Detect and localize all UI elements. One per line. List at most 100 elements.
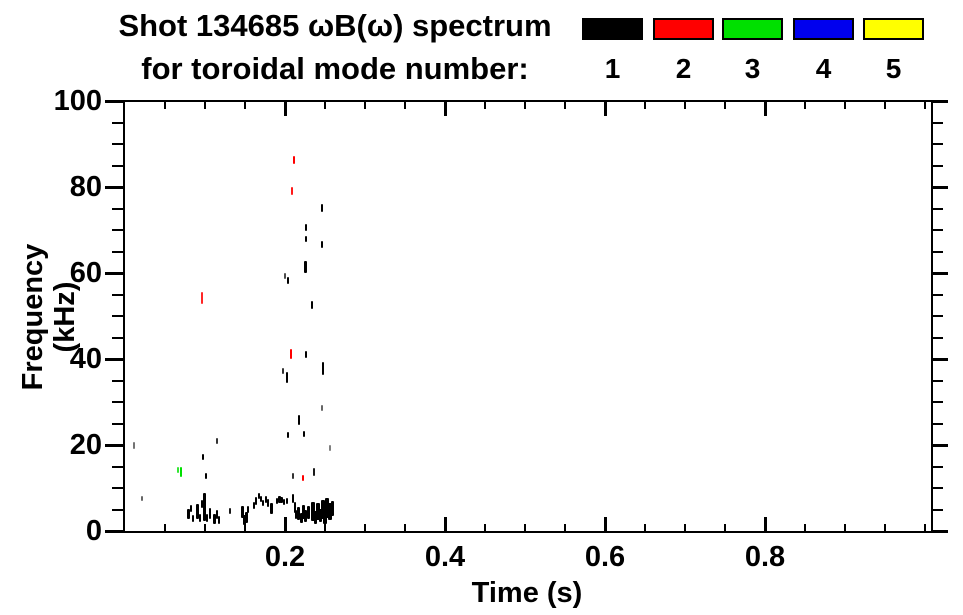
- y-major-tick: [933, 443, 948, 447]
- x-minor-tick: [844, 524, 846, 531]
- x-minor-tick: [244, 524, 246, 531]
- data-point-n=1: [321, 361, 324, 376]
- data-point-n=3: [176, 466, 179, 473]
- x-major-tick: [763, 102, 767, 116]
- y-minor-tick: [933, 401, 943, 403]
- x-minor-tick: [204, 102, 206, 109]
- data-point-n=1: [304, 261, 308, 273]
- data-point-n=1: [267, 498, 270, 507]
- data-point-n=1: [264, 496, 267, 503]
- data-point-n=1: [320, 405, 323, 412]
- data-point-n=1: [206, 513, 209, 523]
- data-point-n=1: [303, 431, 306, 438]
- legend: 1 2 3 4 5: [0, 0, 963, 90]
- x-minor-tick: [404, 102, 406, 109]
- y-minor-tick: [933, 487, 943, 489]
- data-point-n=1: [301, 504, 305, 520]
- x-minor-tick: [564, 102, 566, 109]
- y-minor-tick: [933, 207, 943, 210]
- x-tick-label: 0.8: [744, 541, 786, 573]
- data-point-n=1: [186, 509, 190, 520]
- data-point-n=1: [132, 442, 135, 450]
- y-major-tick: [933, 357, 948, 361]
- legend-swatch-mode-1: [582, 18, 643, 40]
- data-point-n=1: [281, 368, 284, 375]
- data-point-n=1: [252, 501, 255, 509]
- x-major-tick: [443, 517, 447, 531]
- y-minor-tick: [112, 207, 123, 210]
- x-major-tick: [603, 102, 607, 116]
- y-major-tick: [105, 529, 123, 533]
- y-minor-tick: [933, 293, 943, 296]
- y-minor-tick: [112, 315, 123, 317]
- data-point-n=1: [202, 453, 205, 461]
- data-point-n=1: [297, 507, 301, 521]
- x-minor-tick: [644, 102, 646, 109]
- data-point-n=1: [247, 506, 250, 513]
- data-point-n=1: [213, 513, 217, 525]
- data-point-n=1: [260, 496, 262, 502]
- data-point-n=1: [257, 492, 260, 499]
- x-minor-tick: [844, 102, 846, 109]
- y-major-tick: [933, 99, 948, 103]
- data-point-n=2: [292, 156, 295, 165]
- data-point-n=1: [277, 495, 281, 503]
- x-minor-tick: [164, 524, 166, 531]
- y-minor-tick: [933, 465, 943, 468]
- x-major-tick: [283, 102, 287, 116]
- plot-frame: [123, 100, 933, 533]
- data-point-n=1: [311, 502, 315, 522]
- x-minor-tick: [204, 524, 206, 531]
- x-minor-tick: [724, 102, 726, 109]
- data-point-n=1: [255, 497, 258, 505]
- y-major-tick: [105, 443, 123, 447]
- x-minor-tick: [684, 102, 686, 109]
- x-minor-tick: [804, 524, 806, 531]
- x-major-tick: [763, 517, 767, 531]
- data-point-n=1: [320, 204, 323, 212]
- legend-swatch-mode-3: [722, 18, 783, 40]
- y-minor-tick: [933, 229, 943, 231]
- data-point-n=1: [304, 510, 308, 522]
- y-minor-tick: [933, 422, 943, 425]
- y-minor-tick: [933, 164, 943, 167]
- x-minor-tick: [724, 524, 726, 531]
- y-tick-label: 100: [53, 85, 102, 117]
- x-minor-tick: [564, 524, 566, 531]
- data-point-n=1: [298, 414, 301, 426]
- y-major-tick: [933, 185, 948, 189]
- data-point-n=1: [216, 438, 218, 445]
- x-tick-label: 0.6: [584, 541, 626, 573]
- x-minor-tick: [364, 524, 366, 531]
- x-minor-tick: [244, 102, 246, 109]
- data-point-n=1: [242, 514, 246, 525]
- y-minor-tick: [112, 379, 123, 382]
- x-minor-tick: [884, 524, 886, 531]
- data-point-n=2: [290, 349, 293, 359]
- data-point-n=1: [196, 504, 200, 519]
- data-point-n=1: [245, 511, 249, 523]
- data-point-n=1: [292, 473, 294, 479]
- data-point-n=2: [291, 187, 294, 195]
- x-minor-tick: [484, 524, 486, 531]
- data-point-n=1: [323, 502, 327, 524]
- y-minor-tick: [112, 336, 123, 339]
- y-minor-tick: [933, 121, 943, 124]
- legend-label-mode-2: 2: [675, 53, 692, 84]
- x-major-tick: [283, 517, 287, 531]
- y-minor-tick: [112, 487, 123, 489]
- data-point-n=1: [192, 514, 194, 522]
- y-minor-tick: [112, 465, 123, 468]
- data-point-n=1: [315, 502, 320, 520]
- data-point-n=1: [306, 506, 310, 520]
- x-minor-tick: [924, 102, 926, 109]
- data-point-n=1: [199, 513, 202, 523]
- data-point-n=1: [140, 495, 143, 501]
- data-point-n=1: [204, 472, 207, 480]
- x-minor-tick: [404, 524, 406, 531]
- legend-swatch-mode-5: [863, 18, 924, 40]
- y-tick-label: 0: [85, 515, 102, 547]
- legend-label-mode-1: 1: [604, 53, 621, 84]
- data-point-n=1: [304, 351, 307, 359]
